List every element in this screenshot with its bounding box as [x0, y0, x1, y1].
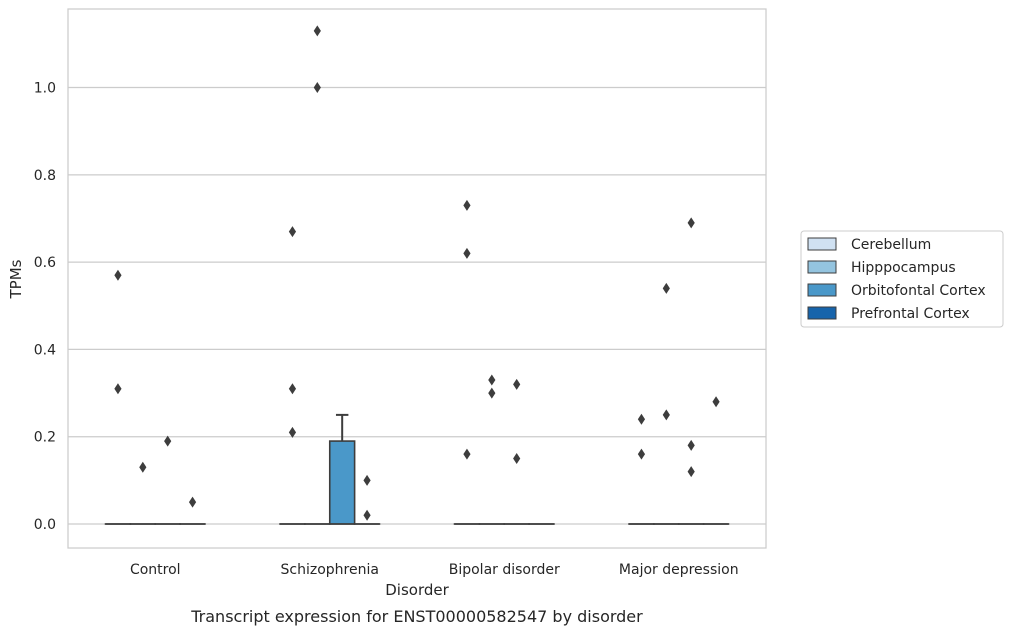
x-tick-label: Major depression	[619, 562, 739, 578]
y-tick-label: 0.8	[34, 168, 56, 184]
legend-entry-label: Prefrontal Cortex	[851, 306, 970, 322]
outlier-point	[662, 409, 670, 421]
outlier-point	[513, 453, 521, 465]
outlier-point	[687, 466, 695, 478]
outlier-point	[288, 226, 297, 238]
outlier-point	[114, 383, 122, 395]
outlier-point	[463, 199, 471, 211]
outlier-point	[637, 413, 646, 425]
box-series	[104, 25, 730, 525]
plot-background	[68, 9, 766, 548]
outlier-point	[687, 439, 695, 451]
outlier-point	[114, 269, 122, 281]
outlier-point	[288, 383, 297, 395]
box-bipolar-disorder-cerebellum	[453, 199, 481, 525]
y-tick-label: 0.4	[34, 342, 56, 358]
outlier-point	[463, 247, 471, 259]
legend-swatch	[807, 283, 837, 297]
box-control-prefrontal-cortex	[179, 496, 206, 525]
outlier-point	[313, 82, 321, 94]
legend-swatch	[807, 260, 837, 274]
outlier-point	[139, 461, 147, 473]
legend-swatch	[807, 237, 837, 251]
outlier-point	[363, 509, 371, 521]
outlier-point	[488, 374, 496, 386]
box-schizophrenia-prefrontal-cortex	[353, 474, 381, 525]
legend-entry-label: Cerebellum	[851, 237, 931, 253]
outlier-point	[363, 474, 371, 486]
x-tick-label: Control	[130, 562, 181, 578]
box-control-orbitofontal-cortex	[154, 435, 181, 525]
chart-caption: Transcript expression for ENST0000058254…	[190, 607, 643, 626]
outlier-point	[313, 25, 321, 37]
legend-frame	[800, 230, 1004, 328]
outlier-point	[288, 426, 297, 438]
outlier-point	[463, 448, 471, 460]
x-tick-label: Bipolar disorder	[449, 562, 560, 578]
legend-entry-label: Orbitofontal Cortex	[851, 283, 986, 299]
x-axis-label: Disorder	[385, 581, 449, 599]
legend-entry-label: Hipppocampus	[851, 260, 956, 276]
plot-frame	[67, 8, 767, 549]
legend-swatch	[807, 306, 837, 320]
box-major-depression-prefrontal-cortex	[702, 396, 730, 525]
x-tick-label: Schizophrenia	[281, 562, 379, 578]
y-tick-label: 0.0	[34, 517, 56, 533]
outlier-point	[164, 435, 172, 447]
outlier-point	[687, 217, 695, 229]
box-body	[328, 440, 356, 525]
outlier-point	[662, 282, 670, 294]
y-tick-label: 1.0	[34, 81, 56, 97]
y-axis-label: TPMs	[7, 259, 25, 299]
outlier-point	[712, 396, 720, 408]
y-tick-label: 0.2	[34, 430, 56, 446]
outlier-point	[188, 496, 197, 508]
outlier-point	[637, 448, 646, 460]
box-control-cerebellum	[104, 269, 132, 525]
outlier-point	[488, 387, 496, 399]
box-schizophrenia-cerebellum	[279, 226, 306, 525]
legend: Cerebellum Hipppocampus Orbitofontal Corte…	[800, 230, 1004, 328]
y-tick-labels: 0.0 0.2 0.4 0.6 0.8 1.0	[34, 81, 56, 533]
box-schizophrenia-orbitofontal-cortex	[328, 413, 356, 525]
y-tick-label: 0.6	[34, 255, 56, 271]
x-tick-labels: Control Schizophrenia Bipolar disorder Majo…	[130, 562, 739, 578]
outlier-point	[513, 378, 521, 390]
